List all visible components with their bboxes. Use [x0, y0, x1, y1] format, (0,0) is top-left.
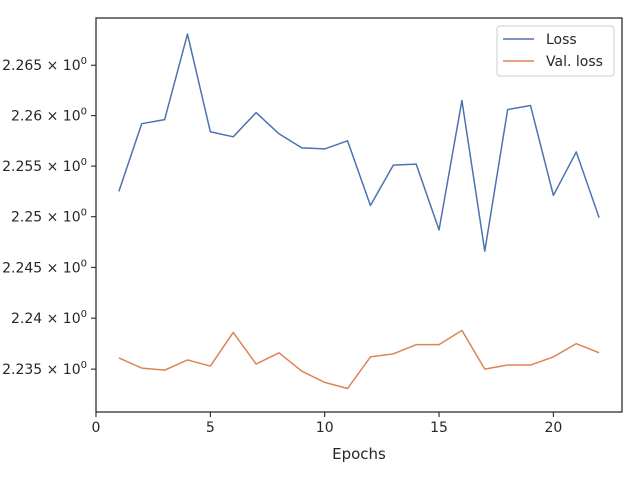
plot-lines [118, 33, 600, 390]
y-tick-label: 2.235 × 100 [2, 360, 87, 378]
y-axis-ticks: 2.235 × 100 2.24 × 100 2.245 × 100 2.25 × 1… [2, 56, 96, 378]
x-tick-label: 15 [430, 420, 448, 436]
x-tick-label: 0 [92, 420, 101, 436]
y-tick-label: 2.265 × 100 [2, 56, 87, 74]
y-tick-label: 2.26 × 100 [11, 107, 87, 125]
x-tick-label: 10 [316, 420, 334, 436]
series-line-2 [118, 329, 600, 390]
x-tick-label: 5 [206, 420, 215, 436]
legend-label-1: Loss [546, 32, 577, 48]
x-axis-ticks: 0 5 10 15 20 [92, 412, 562, 436]
y-tick-label: 2.25 × 100 [11, 208, 87, 226]
y-tick-label: 2.245 × 100 [2, 258, 87, 276]
x-axis-label: Epochs [332, 445, 386, 463]
x-tick-label: 20 [544, 420, 562, 436]
y-tick-label: 2.255 × 100 [2, 157, 87, 175]
plot-frame [95, 17, 623, 413]
y-tick-label: 2.24 × 100 [11, 309, 87, 327]
series-line-1 [118, 33, 600, 252]
legend: Loss Val. loss [496, 25, 615, 77]
legend-label-2: Val. loss [546, 54, 603, 70]
